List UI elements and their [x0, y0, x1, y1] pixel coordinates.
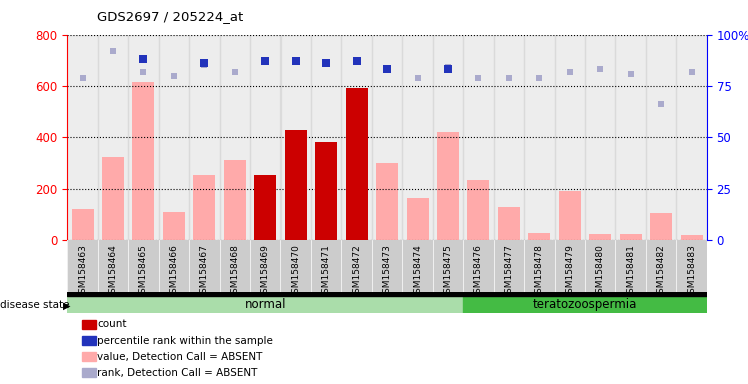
Bar: [98, 35, 128, 240]
Text: GSM158483: GSM158483: [687, 244, 696, 299]
Bar: [220, 35, 250, 240]
Bar: [72, 209, 94, 240]
Bar: [468, 180, 489, 240]
Bar: [407, 198, 429, 240]
Text: GSM158464: GSM158464: [108, 244, 117, 299]
Text: GSM158466: GSM158466: [169, 244, 179, 299]
Bar: [102, 157, 124, 240]
Bar: [346, 88, 367, 240]
Bar: [494, 35, 524, 240]
Bar: [589, 233, 611, 240]
Text: GSM158479: GSM158479: [565, 244, 574, 299]
Bar: [402, 35, 433, 240]
Bar: [437, 132, 459, 240]
Text: ▶: ▶: [63, 300, 70, 310]
Text: GSM158475: GSM158475: [444, 244, 453, 299]
Bar: [224, 161, 246, 240]
Text: GSM158472: GSM158472: [352, 244, 361, 299]
Bar: [650, 213, 672, 240]
Bar: [67, 292, 707, 296]
FancyBboxPatch shape: [67, 292, 463, 313]
Text: GSM158469: GSM158469: [261, 244, 270, 299]
Bar: [616, 35, 646, 240]
Text: disease state: disease state: [0, 300, 70, 310]
Text: value, Detection Call = ABSENT: value, Detection Call = ABSENT: [97, 352, 263, 362]
Text: GSM158473: GSM158473: [382, 244, 392, 299]
Bar: [559, 191, 580, 240]
Text: rank, Detection Call = ABSENT: rank, Detection Call = ABSENT: [97, 368, 257, 378]
Text: GSM158478: GSM158478: [535, 244, 544, 299]
Bar: [280, 35, 311, 240]
Text: GSM158477: GSM158477: [504, 244, 513, 299]
Bar: [676, 35, 707, 240]
Bar: [681, 235, 702, 240]
Bar: [285, 129, 307, 240]
Bar: [433, 35, 463, 240]
Bar: [620, 234, 642, 240]
Bar: [311, 35, 341, 240]
Text: GSM158471: GSM158471: [322, 244, 331, 299]
Text: GSM158463: GSM158463: [78, 244, 87, 299]
Bar: [128, 35, 159, 240]
Text: GSM158474: GSM158474: [413, 244, 422, 299]
Text: normal: normal: [245, 298, 286, 311]
FancyBboxPatch shape: [463, 292, 707, 313]
Bar: [341, 35, 372, 240]
Bar: [646, 35, 676, 240]
Bar: [372, 35, 402, 240]
Bar: [250, 35, 280, 240]
Text: GSM158482: GSM158482: [657, 244, 666, 299]
Bar: [554, 35, 585, 240]
Bar: [528, 233, 551, 240]
Text: GSM158467: GSM158467: [200, 244, 209, 299]
Bar: [498, 207, 520, 240]
Bar: [163, 212, 185, 240]
Bar: [132, 82, 154, 240]
Bar: [189, 35, 220, 240]
Bar: [67, 35, 98, 240]
Text: GSM158480: GSM158480: [595, 244, 605, 299]
Text: GSM158465: GSM158465: [139, 244, 148, 299]
Bar: [524, 35, 554, 240]
Text: GDS2697 / 205224_at: GDS2697 / 205224_at: [97, 10, 244, 23]
Bar: [315, 142, 337, 240]
Text: GSM158468: GSM158468: [230, 244, 239, 299]
Bar: [376, 163, 398, 240]
Text: percentile rank within the sample: percentile rank within the sample: [97, 336, 273, 346]
Text: count: count: [97, 319, 126, 329]
Text: GSM158481: GSM158481: [626, 244, 635, 299]
Bar: [254, 174, 276, 240]
Bar: [194, 174, 215, 240]
Bar: [585, 35, 616, 240]
Text: GSM158470: GSM158470: [291, 244, 300, 299]
Bar: [463, 35, 494, 240]
Text: GSM158476: GSM158476: [474, 244, 483, 299]
Text: teratozoospermia: teratozoospermia: [533, 298, 637, 311]
Bar: [159, 35, 189, 240]
